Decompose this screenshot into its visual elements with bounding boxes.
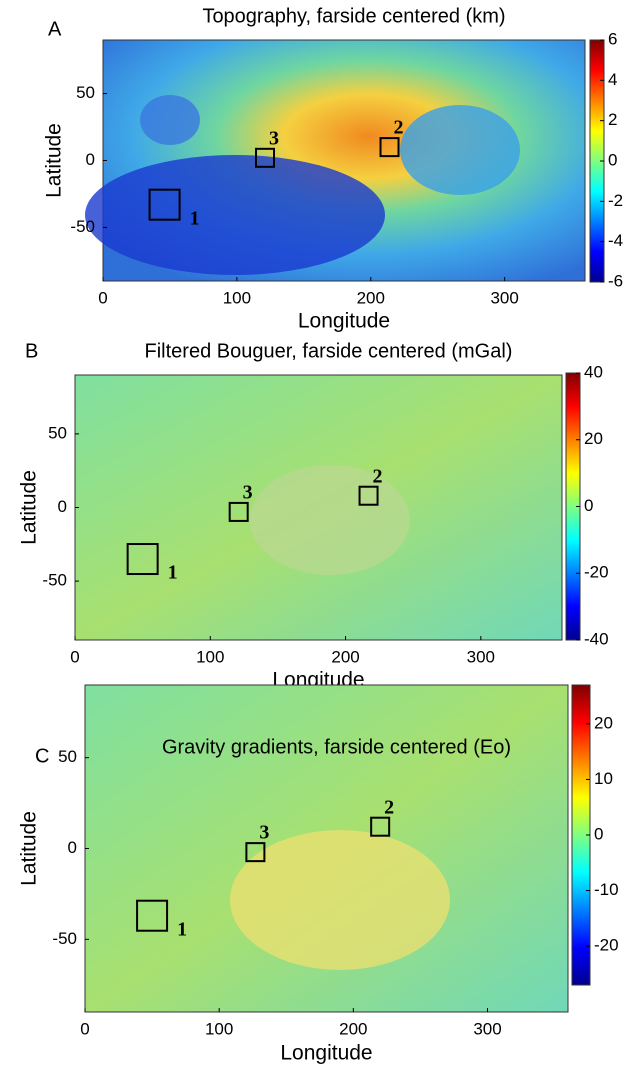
colorbar-tick-label: -20 [584, 563, 609, 582]
panel-letter: C [35, 745, 49, 767]
colorbar-tick-label: 4 [608, 70, 617, 89]
region-box-label: 2 [394, 117, 404, 139]
map-feature [230, 830, 450, 970]
region-box-label: 2 [373, 465, 383, 487]
region-box-label: 3 [243, 482, 253, 504]
y-tick-label: 0 [68, 838, 77, 857]
colorbar-tick-label: 10 [594, 769, 613, 788]
panel-title: Gravity gradients, farside centered (Eo) [162, 736, 511, 758]
y-axis-label: Latitude [18, 470, 41, 545]
x-tick-label: 0 [80, 1019, 89, 1038]
region-box-label: 1 [168, 562, 178, 584]
colorbar-tick-label: 2 [608, 110, 617, 129]
y-tick-label: 50 [58, 747, 77, 766]
y-tick-label: 0 [58, 497, 67, 516]
y-tick-label: -50 [42, 571, 67, 590]
region-box [245, 842, 266, 863]
colorbar-tick-label: -2 [608, 191, 623, 210]
map-feature [140, 95, 200, 145]
map-feature [250, 465, 410, 575]
y-axis-label: Latitude [18, 811, 41, 886]
colorbar-tick-label: 20 [594, 713, 613, 732]
x-tick-label: 100 [205, 1019, 233, 1038]
region-box-label: 2 [384, 796, 394, 818]
panel-title: Topography, farside centered (km) [202, 5, 505, 27]
panel-letter: B [25, 340, 38, 362]
region-box [370, 816, 391, 837]
x-axis-label: Longitude [298, 310, 390, 333]
region-box-label: 3 [259, 822, 269, 844]
y-tick-label: -50 [52, 929, 77, 948]
panel-letter: A [48, 18, 62, 40]
region-box [148, 188, 181, 221]
y-tick-label: 50 [48, 423, 67, 442]
x-tick-label: 300 [490, 288, 518, 307]
x-tick-label: 300 [467, 647, 495, 666]
x-tick-label: 300 [473, 1019, 501, 1038]
colorbar-tick-label: -20 [594, 936, 619, 955]
region-box [358, 485, 379, 506]
map-feature [400, 105, 520, 195]
y-tick-label: -50 [70, 217, 95, 236]
region-box-label: 3 [269, 127, 279, 149]
x-tick-label: 0 [98, 288, 107, 307]
x-tick-label: 200 [331, 647, 359, 666]
panel-title: Filtered Bouguer, farside centered (mGal… [145, 340, 513, 362]
y-tick-label: 0 [86, 150, 95, 169]
x-tick-label: 100 [196, 647, 224, 666]
region-box [136, 899, 169, 932]
region-box [255, 147, 276, 168]
x-tick-label: 200 [357, 288, 385, 307]
colorbar-tick-label: -10 [594, 880, 619, 899]
colorbar-tick-label: 0 [594, 824, 603, 843]
x-axis-label: Longitude [280, 1042, 372, 1065]
colorbar-tick-label: 40 [584, 362, 603, 381]
region-box-label: 1 [190, 207, 200, 229]
region-box-label: 1 [177, 918, 187, 940]
colorbar-tick-label: 0 [608, 150, 617, 169]
panel: C Gravity gradients, farside centered (Eo… [18, 684, 619, 1065]
colorbar-tick-label: -4 [608, 231, 623, 250]
x-tick-label: 0 [70, 647, 79, 666]
panel: A Topography, farside centered (km) Longit… [43, 5, 624, 332]
y-tick-label: 50 [76, 83, 95, 102]
colorbar-tick-label: 6 [608, 29, 617, 48]
colorbar-tick-label: 0 [584, 496, 593, 515]
colorbar-tick-label: -6 [608, 271, 623, 290]
colorbar-tick-label: -40 [584, 629, 609, 648]
map-feature [85, 155, 385, 275]
y-axis-label: Latitude [43, 123, 66, 198]
region-box [228, 501, 249, 522]
colorbar-tick-label: 20 [584, 429, 603, 448]
region-box [126, 543, 159, 576]
panel: B Filtered Bouguer, farside centered (mGa… [18, 340, 609, 691]
x-tick-label: 100 [223, 288, 251, 307]
region-box [379, 137, 400, 158]
x-tick-label: 200 [339, 1019, 367, 1038]
